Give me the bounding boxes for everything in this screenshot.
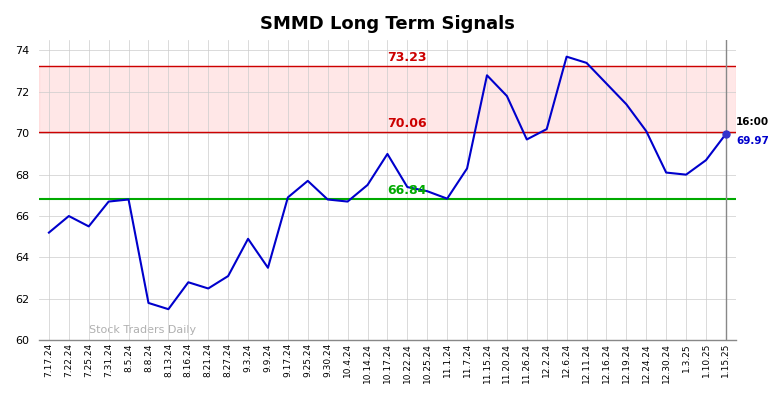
Text: 16:00: 16:00 — [736, 117, 769, 127]
Text: Stock Traders Daily: Stock Traders Daily — [89, 325, 196, 335]
Text: 69.97: 69.97 — [736, 136, 769, 146]
Text: 73.23: 73.23 — [387, 51, 427, 64]
Bar — [39, 66, 736, 132]
Title: SMMD Long Term Signals: SMMD Long Term Signals — [260, 15, 515, 33]
Text: 70.06: 70.06 — [387, 117, 427, 130]
Text: 66.84: 66.84 — [387, 183, 427, 197]
